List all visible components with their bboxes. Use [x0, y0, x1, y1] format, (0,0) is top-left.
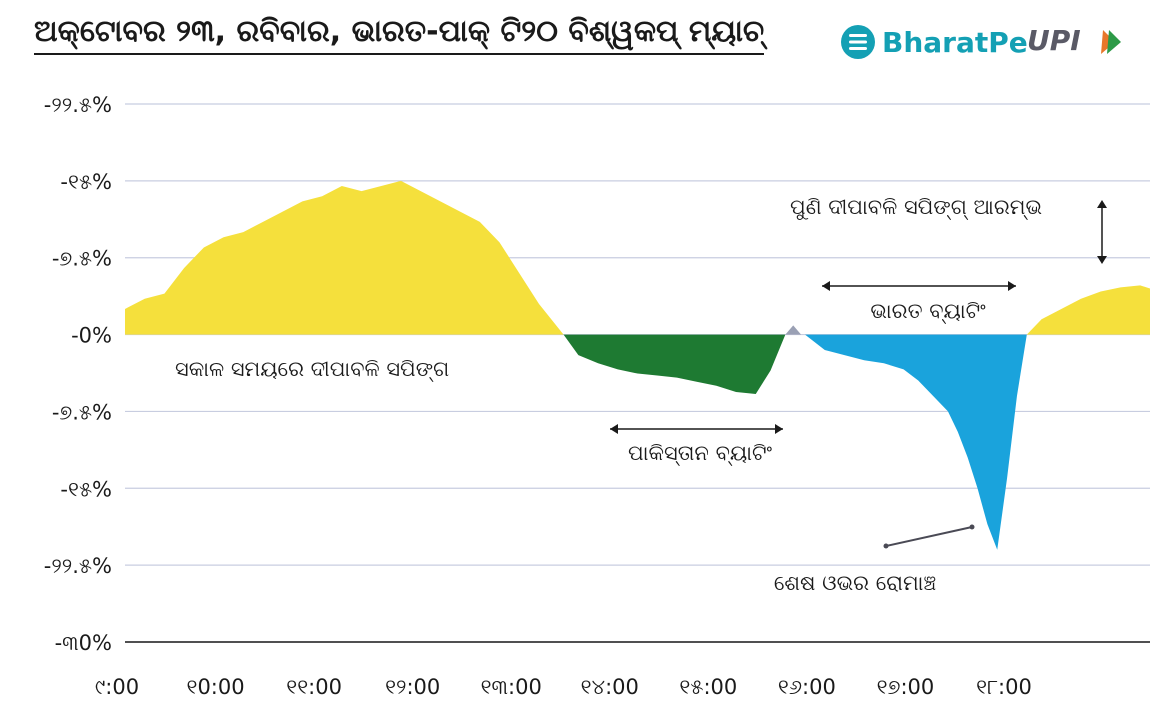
y-tick-label-6: -୨୨.୫%	[44, 554, 112, 578]
series-area-3	[805, 334, 1027, 550]
bharatpe-wordmark: BharatPe	[882, 25, 1028, 59]
x-tick-label-4: ୧୩:00	[481, 675, 542, 699]
y-tick-label-3: -0%	[71, 324, 112, 348]
pak-batting-arrow-left	[610, 424, 618, 434]
chart-title: ଅକ୍ଟୋବର ୨୩, ରବିବାର, ଭାରତ-ପାକ୍ ଟି୨୦ ବିଶ୍ୱ…	[34, 14, 765, 55]
y-tick-label-1: -୧୫%	[60, 170, 112, 194]
x-tick-label-0: ୯:00	[95, 675, 139, 699]
annotation-shopping-resumes: ପୁଣି ଦୀପାବଳି ସପିଙ୍ଗ୍ ଆରମ୍ଭ	[790, 195, 1042, 220]
x-tick-label-1: ୧0:00	[187, 675, 245, 699]
x-tick-label-7: ୧୬:00	[778, 675, 836, 699]
last-over-pointer-end	[969, 524, 975, 530]
upi-logo-text: UPI	[1027, 24, 1081, 57]
pak-batting-arrow-right	[775, 424, 783, 434]
series-area-1	[563, 334, 786, 395]
ind-batting-arrow-right	[1008, 281, 1016, 291]
annotation-last-over: ଶେଷ ଓଭର ରୋମାଞ୍ଚ	[774, 571, 936, 595]
bharatpe-logo: BharatPe	[840, 20, 1028, 64]
upi-logo: UPI	[1027, 24, 1121, 57]
y-tick-label-2: -୭.୫%	[52, 247, 112, 271]
resume-arrow-down	[1097, 256, 1107, 264]
x-tick-label-2: ୧୧:00	[286, 675, 342, 699]
series-area-4	[1026, 285, 1150, 335]
y-tick-label-5: -୧୫%	[60, 477, 112, 501]
last-over-pointer	[885, 526, 973, 547]
y-tick-label-7: -୩0%	[55, 631, 112, 655]
annotation-pakistan-batting: ପାକିସ୍ତାନ ବ୍ୟାଟିଂ	[628, 441, 773, 466]
bharatpe-mark-icon	[841, 25, 875, 59]
resume-arrow-up	[1097, 200, 1107, 208]
series-area-0	[125, 180, 564, 335]
annotation-morning-shopping: ସକାଳ ସମୟରେ ଦୀପାବଳି ସପିଙ୍ଗ	[175, 357, 449, 382]
x-tick-label-9: ୧୮:00	[976, 675, 1032, 699]
series-area-2	[785, 325, 802, 335]
y-tick-label-0: -୨୨.୫%	[44, 93, 112, 117]
x-tick-label-6: ୧୫:00	[679, 675, 737, 699]
last-over-pointer-start	[883, 543, 889, 549]
annotation-india-batting: ଭାରତ ବ୍ୟାଟିଂ	[870, 299, 986, 324]
ind-batting-arrow-left	[822, 281, 830, 291]
x-tick-label-5: ୧୪:00	[581, 675, 639, 699]
x-tick-label-8: ୧୭:00	[877, 675, 935, 699]
y-tick-label-4: -୭.୫%	[52, 400, 112, 424]
x-tick-label-3: ୧୨:00	[385, 675, 440, 699]
